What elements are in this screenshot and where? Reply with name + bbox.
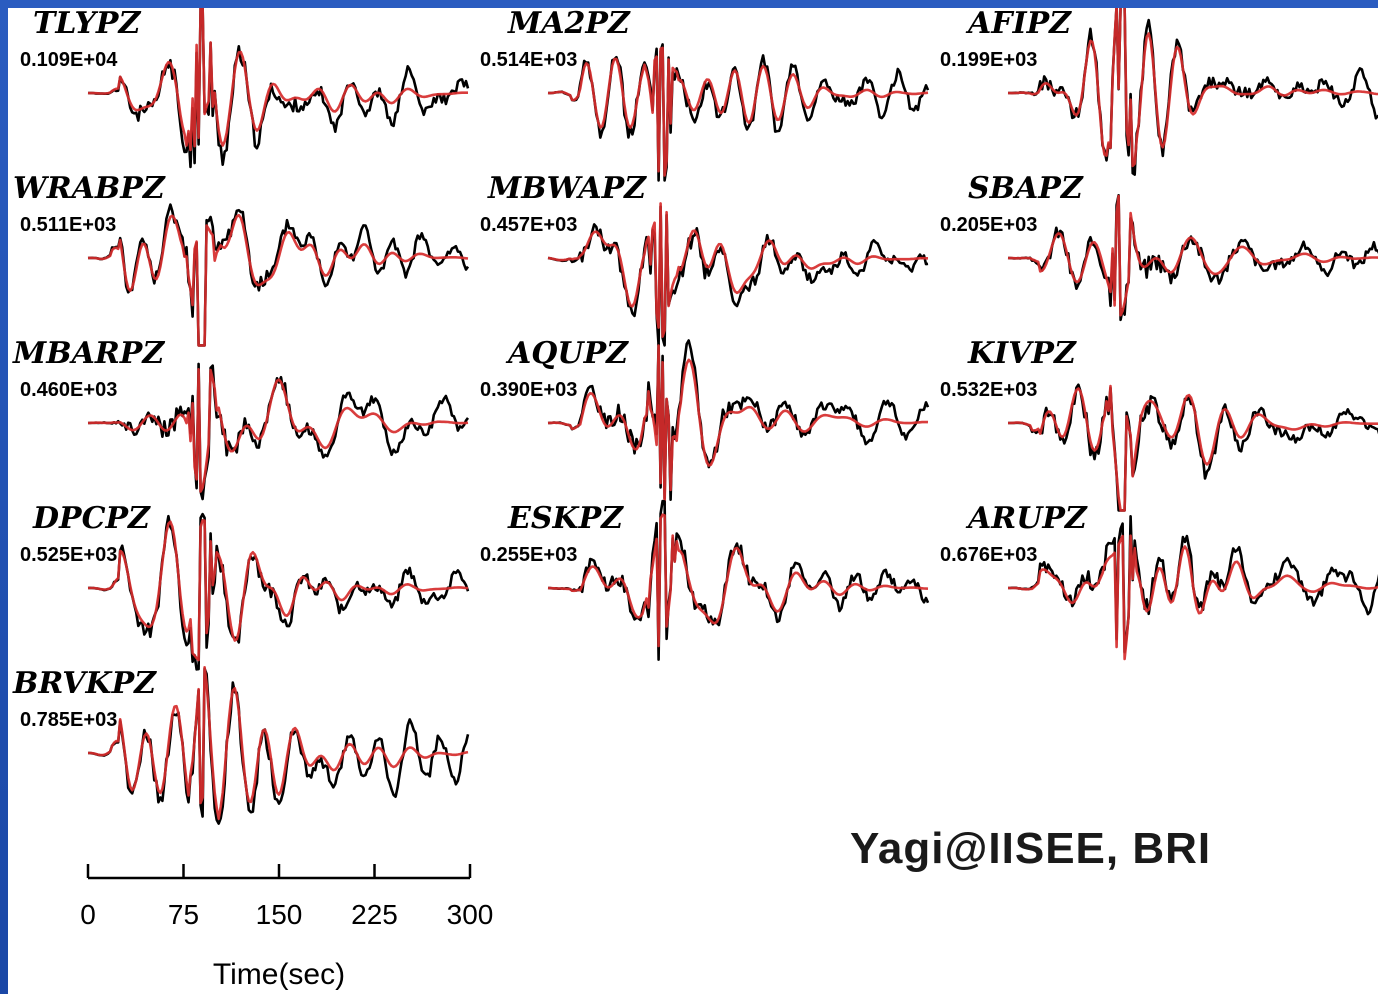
amplitude-label: 0.205E+03 [940,214,1037,236]
synthetic-waveform [547,344,929,507]
station-panel-afipz: AFIPZ 0.199E+03 [940,8,1378,176]
synthetic-waveform [87,368,469,493]
x-tick-label: 300 [447,899,494,930]
observed-waveform [1007,194,1378,322]
x-tick-label: 0 [80,899,96,930]
amplitude-label: 0.460E+03 [20,379,117,401]
station-panel-ma2pz: MA2PZ 0.514E+03 [480,8,930,182]
amplitude-label: 0.532E+03 [940,379,1037,401]
x-axis-label: Time(sec) [213,958,345,991]
amplitude-label: 0.511E+03 [20,214,116,236]
observed-waveform [547,205,929,347]
station-panel-wrabpz: WRABPZ 0.511E+03 [13,171,470,347]
observed-waveform [1008,515,1378,654]
amplitude-label: 0.785E+03 [20,709,117,731]
amplitude-label: 0.255E+03 [480,544,577,566]
synthetic-waveform [1008,384,1378,512]
observed-waveform [88,362,470,501]
amplitude-label: 0.109E+04 [20,49,118,71]
station-name: MBWAPZ [487,171,647,206]
synthetic-waveform [1007,8,1378,168]
station-panel-mbarpz: MBARPZ 0.460E+03 [12,336,470,501]
x-tick-label: 150 [256,899,303,930]
station-name: MA2PZ [507,8,631,41]
waveform-traces: TLYPZ 0.109E+04 MA2PZ 0.514E+03 AFIPZ 0.199E+… [12,8,1378,825]
figure-panel: TLYPZ 0.109E+04 MA2PZ 0.514E+03 AFIPZ 0.199E+… [8,8,1378,994]
station-name: TLYPZ [33,8,141,41]
station-panel-mbwapz: MBWAPZ 0.457E+03 [480,171,929,347]
station-panel-dpcpz: DPCPZ 0.525E+03 [20,501,470,671]
amplitude-label: 0.525E+03 [20,544,117,566]
station-panel-tlypz: TLYPZ 0.109E+04 [20,8,470,169]
amplitude-label: 0.514E+03 [480,49,577,71]
amplitude-label: 0.390E+03 [480,379,577,401]
observed-waveform [87,512,470,671]
amplitude-label: 0.199E+03 [940,49,1037,71]
station-name: AQUPZ [505,336,629,371]
station-name: KIVPZ [967,336,1077,371]
station-name: BRVKPZ [12,666,157,701]
x-tick-label: 225 [351,899,398,930]
synthetic-waveform [547,513,929,648]
credit-text: Yagi@IISEE, BRI [850,824,1211,873]
observed-waveform [1008,8,1378,176]
amplitude-label: 0.457E+03 [480,214,577,236]
station-panel-arupz: ARUPZ 0.676E+03 [940,501,1378,661]
synthetic-waveform [547,202,928,338]
station-name: MBARPZ [12,336,165,371]
synthetic-waveform [87,213,469,347]
observed-waveform [547,339,930,501]
station-panel-sbapz: SBAPZ 0.205E+03 [940,171,1378,322]
synthetic-waveform [1008,534,1378,661]
station-name: SBAPZ [968,171,1084,206]
time-axis: 0 75 150 225 300 Time(sec) [80,864,493,991]
x-tick-label: 75 [168,899,199,930]
synthetic-waveform [87,8,468,152]
station-name: ESKPZ [507,501,624,536]
station-name: AFIPZ [965,8,1072,41]
station-name: DPCPZ [32,501,151,536]
station-panel-brvkpz: BRVKPZ 0.785E+03 [12,666,470,825]
synthetic-waveform [547,46,929,177]
station-name: WRABPZ [13,171,166,206]
station-name: ARUPZ [965,501,1088,536]
station-panel-kivpz: KIVPZ 0.532E+03 [940,336,1378,512]
station-panel-aqupz: AQUPZ 0.390E+03 [480,336,930,507]
observed-waveform [87,203,470,347]
station-panel-eskpz: ESKPZ 0.255E+03 [480,499,930,661]
synthetic-waveform [88,666,469,821]
waveform-comparison-chart: TLYPZ 0.109E+04 MA2PZ 0.514E+03 AFIPZ 0.199E+… [12,8,1378,991]
synthetic-waveform [88,519,469,662]
amplitude-label: 0.676E+03 [940,544,1037,566]
synthetic-waveform [1007,194,1378,317]
